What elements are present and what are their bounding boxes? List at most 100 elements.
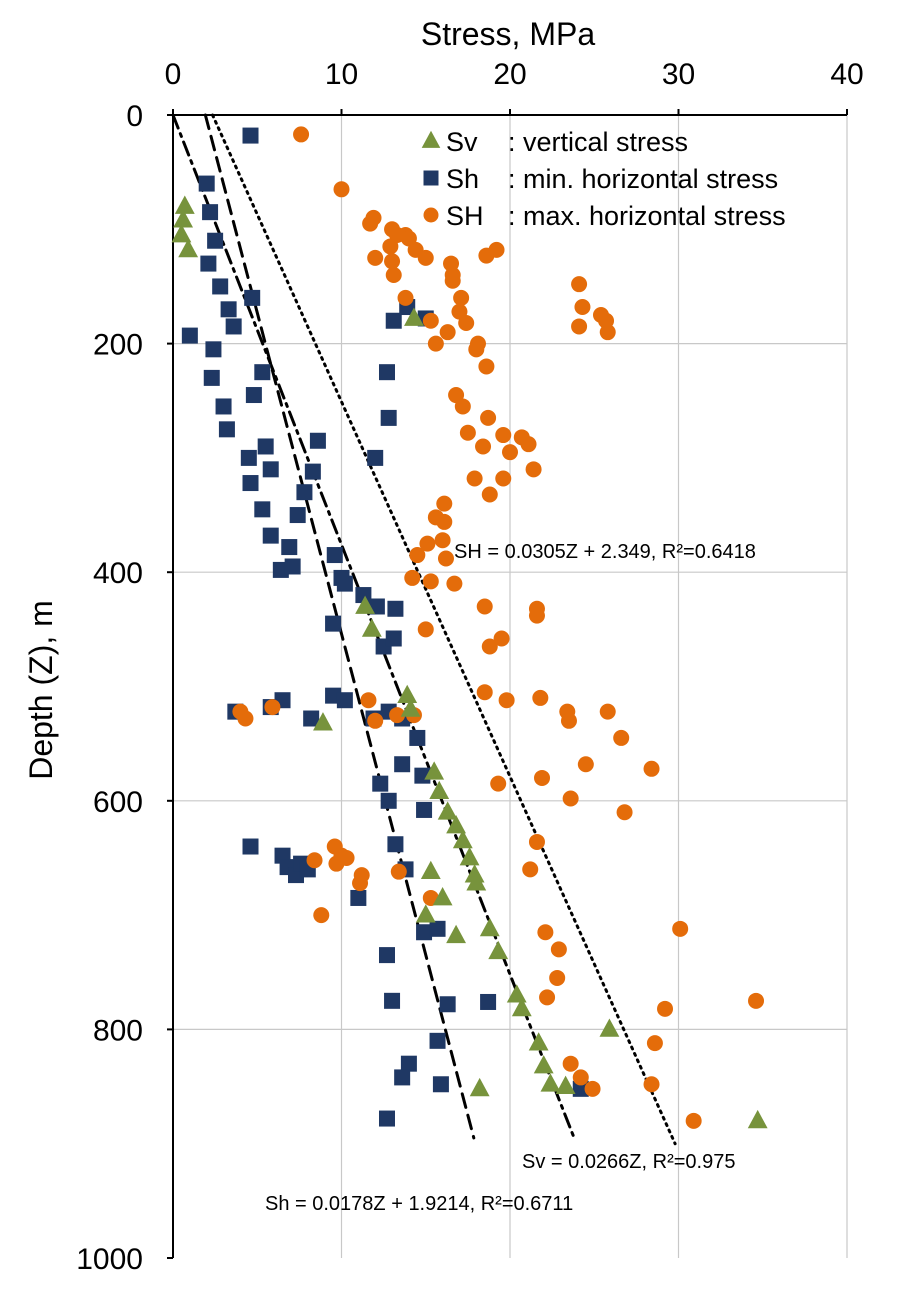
point-sh [534,769,551,786]
point-sh [616,804,633,821]
point-sh [372,775,389,792]
point-sv [747,1109,768,1129]
legend-series-name: Sv [446,127,478,157]
point-sh [439,996,456,1013]
x-tick-label: 30 [662,58,695,91]
point-sh [309,432,326,449]
point-sv [469,1077,490,1097]
x-tick-label: 20 [493,58,526,91]
trendline-sh [211,113,677,1146]
y-tick-label: 400 [93,557,143,590]
legend-series-name: Sh [446,164,479,194]
y-axis-title: Depth (Z), m [23,600,59,780]
point-sv [459,847,480,866]
point-sh [429,1032,446,1049]
point-sh [237,710,254,727]
point-sh [439,324,456,341]
point-sh [502,444,518,461]
point-sh [643,760,660,777]
point-sv [420,860,441,880]
point-sh [560,712,577,729]
point-sv [173,209,194,228]
point-sh [613,729,630,746]
y-tick-label: 800 [93,1014,143,1047]
point-sv [533,1055,554,1074]
legend-marker-sh [423,170,439,186]
point-sh [404,569,421,586]
point-sh [380,409,397,426]
point-sh [436,495,453,512]
point-sh [262,461,279,478]
point-sh [385,630,402,647]
point-sh [394,756,411,773]
point-sh [304,463,321,480]
point-sh [522,861,539,878]
point-sh [367,712,384,729]
point-sh [599,324,616,341]
point-sv [446,815,466,834]
point-sh [284,558,301,575]
point-sh [574,299,591,316]
point-sh [242,838,259,855]
trendline-equations: SH = 0.0305Z + 2.349, R²=0.6418 Sv = 0.02… [265,541,756,1215]
y-tick-label: 600 [93,786,143,819]
legend-series-label: : min. horizontal stress [508,164,778,194]
point-sh [240,449,257,466]
point-sh [384,253,401,270]
point-sh [385,312,402,329]
point-sv [528,1032,549,1051]
legend-series-label: : max. horizontal stress [508,201,786,231]
point-sh [387,600,404,617]
x-tick-label: 0 [165,58,182,91]
point-sh [584,1080,601,1097]
point-sh [427,335,444,352]
point-sh [436,513,453,530]
point-sh [446,575,463,592]
legend-marker-sh [423,207,439,223]
point-sv [464,864,485,883]
point-sh [380,792,397,809]
x-axis-title: Stress, MPa [421,16,595,52]
point-sh [571,318,588,335]
point-sh [207,232,224,249]
point-sh [394,1069,411,1086]
point-sh [429,920,446,937]
point-sh [202,204,219,221]
gridlines [173,115,848,1258]
point-sh [242,475,259,492]
point-sh [416,801,433,818]
point-sh [225,318,242,335]
point-sv [313,712,333,731]
point-sh [562,1055,579,1072]
point-sv [174,195,195,214]
legend-series-label: : vertical stress [508,127,688,157]
point-sh [367,449,384,466]
point-sh [432,1076,449,1093]
point-sh [409,547,426,564]
point-sh [466,470,483,487]
point-sv [511,997,532,1017]
point-sh [458,315,475,332]
point-sh [244,289,261,306]
point-sh [469,335,486,352]
y-tick-label: 1000 [76,1243,143,1276]
point-sh [498,692,515,709]
point-sh [748,992,765,1009]
point-sh [539,989,556,1006]
point-sh [476,684,493,701]
point-sh [437,550,454,567]
point-sh [422,312,439,329]
point-sh [481,638,498,655]
point-sh [495,470,512,487]
point-sv [599,1018,620,1037]
point-sh [254,501,271,518]
point-sh [257,438,274,455]
point-sh [481,486,498,503]
point-sh [333,181,350,198]
point-sh [289,507,306,524]
point-sh [422,573,439,590]
point-sh [205,341,222,358]
point-sh [264,699,281,716]
point-sh [254,364,271,381]
point-sh [454,398,471,415]
